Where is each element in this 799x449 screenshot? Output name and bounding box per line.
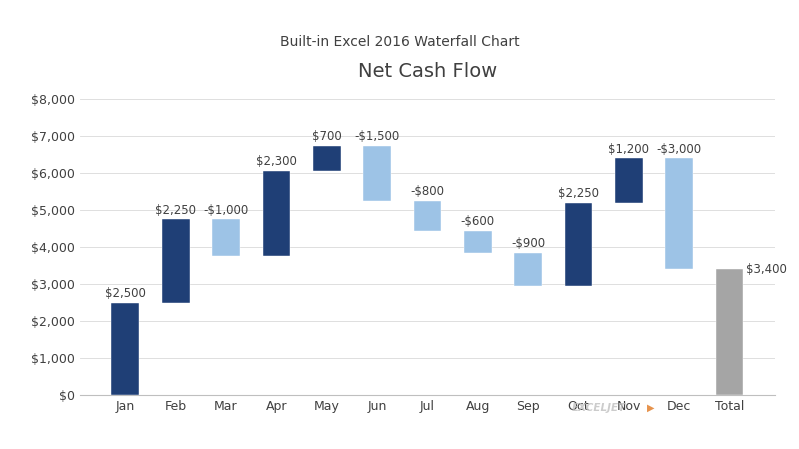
Text: $3,400: $3,400 [746,263,787,276]
Bar [565,203,592,286]
Text: $700: $700 [312,130,342,143]
Bar [666,158,693,269]
Text: Built-in Excel 2016 Waterfall Chart: Built-in Excel 2016 Waterfall Chart [280,35,519,49]
Text: EXCELJET: EXCELJET [572,403,626,413]
Title: Net Cash Flow: Net Cash Flow [358,62,497,81]
Text: $2,250: $2,250 [558,187,599,200]
Bar [515,253,542,286]
Text: $2,300: $2,300 [256,155,297,168]
Text: -$3,000: -$3,000 [657,142,702,155]
Text: -$800: -$800 [411,185,444,198]
Bar [464,231,491,253]
Bar [364,145,391,201]
Text: $1,200: $1,200 [608,142,650,155]
Bar [112,303,139,395]
Bar [162,220,189,303]
Text: $2,500: $2,500 [105,287,145,300]
Bar [615,158,642,203]
Bar [716,269,743,395]
Bar [263,172,290,256]
Bar [213,220,240,256]
Text: -$1,000: -$1,000 [204,203,248,216]
Bar [313,145,340,172]
Text: -$1,500: -$1,500 [355,130,400,143]
Text: $2,250: $2,250 [155,203,197,216]
Text: -$600: -$600 [461,215,495,228]
Text: -$900: -$900 [511,237,545,250]
Bar [414,201,441,231]
Text: ▶: ▶ [647,403,655,413]
